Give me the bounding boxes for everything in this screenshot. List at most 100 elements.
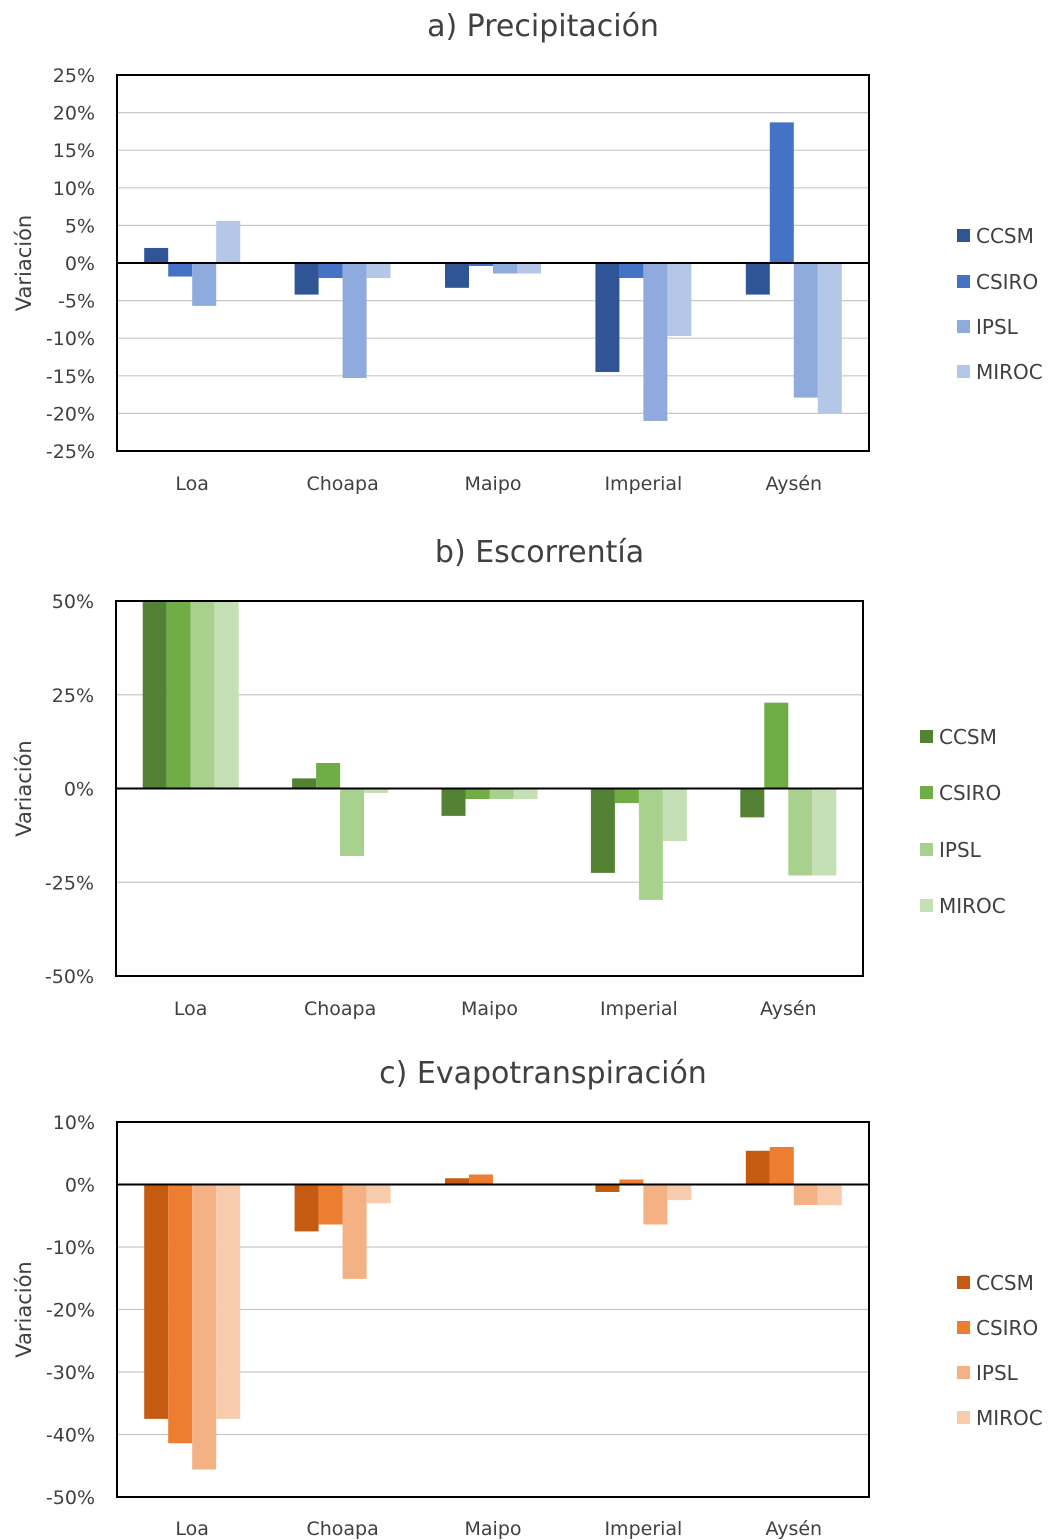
bar-csiro-maipo	[465, 788, 490, 799]
legend-label-miroc: MIROC	[976, 1406, 1043, 1430]
y-tick-label: 0%	[65, 1175, 95, 1197]
x-tick-label: Imperial	[604, 1518, 682, 1540]
bar-csiro-choapa	[318, 1184, 343, 1225]
y-tick-label: 15%	[53, 140, 95, 162]
bar-ccsm-aysén	[745, 1150, 770, 1185]
y-tick-label: 5%	[65, 215, 95, 237]
legend-swatch-ccsm	[957, 1276, 970, 1289]
bar-miroc-imperial	[667, 1184, 692, 1201]
chart-title: b) Escorrentía	[435, 535, 644, 570]
bar-miroc-loa	[216, 1184, 241, 1419]
bar-ccsm-aysén	[745, 263, 770, 295]
chart-precipitation: a) Precipitación 25% 20% 15% 10% 5% 0% -5% -10% -…	[12, 9, 1043, 495]
bar-miroc-aysén	[817, 263, 842, 414]
x-tick-label: Aysén	[766, 473, 823, 495]
bar-ccsm-imperial	[590, 788, 615, 873]
x-tick-label: Loa	[175, 473, 209, 495]
bar-ipsl-aysén	[788, 788, 813, 876]
legend-swatch-ipsl	[920, 843, 933, 856]
bar-ccsm-loa	[142, 601, 167, 789]
legend-label-ccsm: CCSM	[976, 224, 1034, 248]
bar-ccsm-choapa	[294, 263, 319, 295]
chart-title: c) Evapotranspiración	[379, 1056, 707, 1091]
bar-csiro-loa	[166, 601, 191, 789]
bar-csiro-imperial	[619, 263, 644, 279]
plot-frame	[116, 74, 870, 452]
y-tick-label: -30%	[46, 1362, 95, 1384]
bar-miroc-choapa	[364, 788, 389, 793]
bar-miroc-choapa	[366, 263, 391, 279]
bar-csiro-maipo	[469, 263, 493, 267]
legend-swatch-miroc	[957, 1411, 970, 1424]
bar-ccsm-maipo	[445, 1178, 469, 1185]
bar-csiro-imperial	[619, 1179, 644, 1185]
legend-swatch-csiro	[957, 275, 970, 288]
bar-miroc-maipo	[513, 788, 538, 799]
x-tick-label: Loa	[175, 1518, 209, 1540]
x-tick-label: Maipo	[465, 473, 522, 495]
bar-ccsm-imperial	[595, 263, 620, 373]
y-tick-label: 20%	[53, 103, 95, 125]
y-tick-label: -25%	[46, 441, 95, 463]
x-tick-label: Choapa	[306, 473, 378, 495]
bar-ipsl-imperial	[643, 1184, 668, 1225]
y-tick-label: -10%	[46, 1237, 95, 1259]
bar-ccsm-aysén	[740, 788, 765, 818]
y-axis-title: Variación	[12, 740, 36, 836]
bar-ipsl-choapa	[342, 263, 367, 379]
y-tick-label: 50%	[52, 591, 94, 613]
y-tick-label: -50%	[45, 966, 94, 988]
bar-miroc-imperial	[662, 788, 687, 841]
y-tick-label: 25%	[52, 685, 94, 707]
bar-ipsl-aysén	[793, 263, 818, 398]
bar-csiro-loa	[168, 263, 193, 277]
bar-ccsm-loa	[144, 1184, 169, 1419]
bar-csiro-choapa	[316, 763, 341, 789]
bar-miroc-maipo	[517, 263, 541, 274]
y-tick-label: -25%	[45, 872, 94, 894]
y-tick-label: -15%	[46, 366, 95, 388]
bar-ipsl-choapa	[340, 788, 365, 856]
bar-csiro-imperial	[614, 788, 639, 804]
y-tick-label: -5%	[58, 291, 95, 313]
y-tick-label: -50%	[46, 1487, 95, 1509]
y-tick-label: 10%	[53, 1112, 95, 1134]
y-tick-label: 0%	[65, 253, 95, 275]
legend-swatch-csiro	[957, 1321, 970, 1334]
legend-swatch-ccsm	[920, 730, 933, 743]
x-tick-label: Choapa	[306, 1518, 378, 1540]
bar-csiro-aysén	[764, 702, 789, 789]
legend-swatch-ipsl	[957, 1366, 970, 1379]
legend-label-ipsl: IPSL	[939, 838, 982, 862]
bar-miroc-aysén	[812, 788, 837, 876]
bar-ipsl-loa	[192, 263, 217, 306]
chart-title: a) Precipitación	[427, 9, 659, 44]
bar-miroc-aysén	[817, 1184, 842, 1206]
bar-ipsl-choapa	[342, 1184, 367, 1279]
legend-label-ccsm: CCSM	[939, 725, 997, 749]
bar-miroc-loa	[216, 220, 241, 263]
legend-label-ipsl: IPSL	[976, 315, 1019, 339]
y-tick-label: -20%	[46, 1300, 95, 1322]
y-tick-label: -20%	[46, 403, 95, 425]
plot-frame	[116, 1121, 870, 1498]
bar-csiro-maipo	[469, 1174, 493, 1185]
legend-swatch-miroc	[957, 365, 970, 378]
chart-runoff: b) Escorrentía 50% 25% 0% -25% -50% Loa Choapa M…	[12, 535, 1006, 1020]
x-tick-label: Imperial	[604, 473, 682, 495]
bar-csiro-aysén	[769, 122, 794, 263]
bar-ipsl-imperial	[638, 788, 663, 900]
x-tick-label: Maipo	[465, 1518, 522, 1540]
bar-ccsm-choapa	[294, 1184, 319, 1232]
bar-miroc-imperial	[667, 263, 692, 336]
legend-swatch-ipsl	[957, 320, 970, 333]
bar-ipsl-maipo	[493, 263, 517, 274]
legend-label-ccsm: CCSM	[976, 1271, 1034, 1295]
legend-swatch-miroc	[920, 899, 933, 912]
bar-ccsm-maipo	[441, 788, 466, 816]
x-tick-label: Maipo	[461, 998, 518, 1020]
legend-swatch-csiro	[920, 786, 933, 799]
legend-label-ipsl: IPSL	[976, 1361, 1019, 1385]
x-tick-label: Choapa	[304, 998, 376, 1020]
